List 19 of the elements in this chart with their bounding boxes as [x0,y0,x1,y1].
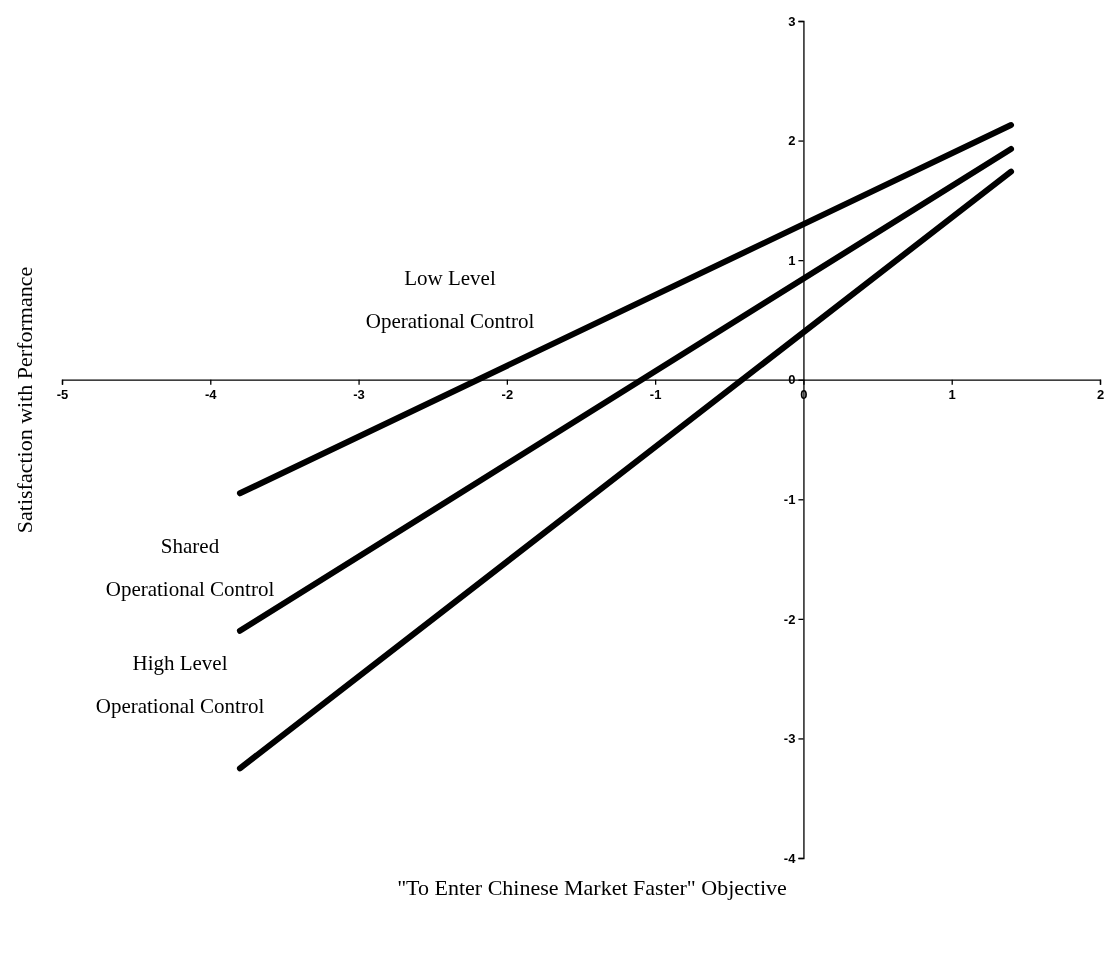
x-tick-label: -4 [205,387,218,403]
x-tick-label: -1 [649,387,662,403]
y-tick-label: -3 [783,731,796,747]
x-tick-label: -3 [353,387,365,403]
y-tick-label: -1 [783,491,796,507]
y-tick-label: -2 [783,611,796,627]
y-tick-label: 2 [788,133,796,149]
y-axis-title: Satisfaction with Performance [12,266,37,534]
x-tick-label: 1 [948,387,956,403]
y-tick-label: -4 [783,850,797,866]
x-tick-label: -2 [501,387,514,403]
y-tick-label: 1 [788,252,796,268]
series-label: Low Level Operational Control [365,266,535,333]
x-axis-title: "To Enter Chinese Market Faster" Objective [397,875,787,900]
series-label: High Level Operational Control [95,651,265,718]
y-tick-label: 3 [788,13,796,29]
x-tick-label: 2 [1096,387,1105,403]
series-label: Shared Operational Control [105,534,275,601]
x-tick-label: -5 [56,387,69,403]
